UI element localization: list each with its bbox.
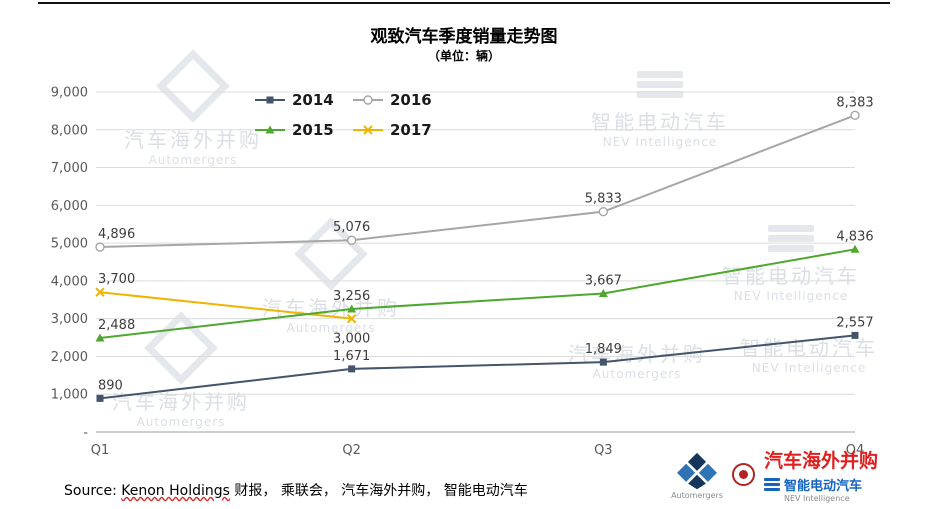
sales-trend-chart: - 1,000 2,000 3,000 4,000 5,000 6,000 7,000 8,00… — [51, 86, 874, 459]
svg-text:1,000: 1,000 — [51, 388, 88, 403]
nev-watermark-icon — [768, 225, 814, 252]
top-rule — [38, 2, 890, 4]
seal-stamp-icon — [731, 462, 755, 486]
svg-text:3,700: 3,700 — [98, 272, 135, 287]
watermark-subtext: NEV Intelligence — [602, 135, 718, 149]
nev-watermark-icon — [637, 71, 683, 98]
series-2015 — [95, 244, 860, 342]
svg-text:3,256: 3,256 — [333, 289, 370, 304]
watermark-subtext: NEV Intelligence — [733, 289, 849, 303]
svg-text:5,833: 5,833 — [585, 192, 622, 207]
legend: 2014 2016 2015 2017 — [255, 91, 432, 139]
watermark-subtext: NEV Intelligence — [751, 361, 867, 375]
automergers-logo-icon — [675, 450, 719, 491]
watermark-subtext: Automergers — [136, 415, 226, 429]
series-2014 — [96, 331, 859, 402]
svg-text:Q2: Q2 — [342, 443, 361, 458]
watermark-subtext: Automergers — [286, 321, 376, 335]
svg-text:7,000: 7,000 — [51, 161, 88, 176]
nev-brand-name: 智能电动汽车 — [783, 478, 862, 494]
source-text: Source: Kenon Holdings 财报， 乘联会， 汽车海外并购， … — [64, 480, 528, 500]
watermark-text: 汽车海外并购 — [124, 128, 262, 152]
svg-text:890: 890 — [98, 378, 123, 393]
automergers-block: Automergers — [671, 450, 723, 501]
svg-text:Q3: Q3 — [594, 443, 613, 458]
gridlines — [96, 91, 855, 433]
svg-text:8,383: 8,383 — [836, 95, 873, 110]
chart-subtitle: （单位：辆） — [427, 49, 500, 63]
nev-caption: NEV Intelligence — [783, 493, 850, 503]
svg-text:5,076: 5,076 — [333, 220, 370, 235]
svg-text:4,000: 4,000 — [51, 274, 88, 289]
svg-text:9,000: 9,000 — [51, 86, 88, 101]
watermark-subtext: Automergers — [148, 153, 238, 167]
watermark-automergers: 汽车海外并购 Automergers — [108, 49, 278, 167]
svg-text:4,836: 4,836 — [836, 229, 873, 244]
svg-text:6,000: 6,000 — [51, 199, 88, 214]
data-labels: 890 1,671 1,849 2,557 2,488 3,256 3,667 4,836 4,… — [98, 95, 874, 393]
series-2016 — [95, 110, 860, 252]
automergers-caption: Automergers — [671, 490, 723, 500]
nev-logo-icon — [763, 477, 780, 491]
y-axis-labels: - 1,000 2,000 3,000 4,000 5,000 6,000 7,000 8,00… — [51, 86, 89, 441]
source-prefix: Source: — [64, 483, 122, 499]
svg-text:3,667: 3,667 — [585, 273, 622, 288]
svg-text:2,000: 2,000 — [51, 350, 88, 365]
svg-text:8,000: 8,000 — [51, 123, 88, 138]
svg-text:2,488: 2,488 — [98, 318, 135, 333]
svg-text:2014: 2014 — [292, 91, 334, 109]
svg-text:1,849: 1,849 — [585, 342, 622, 357]
svg-text:3,000: 3,000 — [333, 332, 370, 347]
svg-text:1,671: 1,671 — [333, 349, 370, 364]
svg-text:5,000: 5,000 — [51, 237, 88, 252]
automergers-brand-name: 汽车海外并购 — [763, 449, 878, 472]
svg-text:2016: 2016 — [390, 91, 432, 109]
svg-text:2015: 2015 — [292, 121, 334, 139]
svg-text:2017: 2017 — [390, 121, 432, 139]
svg-text:Q4: Q4 — [846, 443, 865, 458]
x-axis-labels: Q1 Q2 Q3 Q4 — [91, 443, 865, 458]
chart-title: 观致汽车季度销量走势图 — [370, 27, 558, 47]
source-rest: 财报， 乘联会， 汽车海外并购， 智能电动汽车 — [229, 483, 528, 499]
svg-text:-: - — [83, 426, 88, 441]
svg-text:2,557: 2,557 — [836, 315, 873, 330]
brand-text-block: 汽车海外并购 智能电动汽车 NEV Intelligence — [763, 449, 878, 504]
footer-brand-cluster: Automergers 汽车海外并购 智能电动汽车 NEV Intelligen… — [671, 449, 878, 504]
source-publisher: Kenon Holdings — [121, 483, 230, 499]
svg-text:4,896: 4,896 — [98, 227, 135, 242]
svg-text:3,000: 3,000 — [51, 312, 88, 327]
watermark-subtext: Automergers — [592, 367, 682, 381]
svg-text:Q1: Q1 — [91, 443, 110, 458]
